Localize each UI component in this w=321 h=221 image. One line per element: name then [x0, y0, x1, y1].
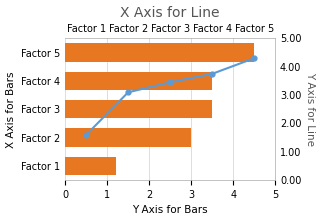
Bar — [65, 157, 116, 175]
Bar — [65, 43, 254, 62]
X-axis label: Y Axis for Bars: Y Axis for Bars — [132, 206, 208, 215]
Bar — [65, 100, 212, 118]
Title: X Axis for Line: X Axis for Line — [120, 6, 220, 19]
Bar — [65, 72, 212, 90]
Y-axis label: X Axis for Bars: X Axis for Bars — [5, 71, 15, 147]
Bar — [65, 128, 191, 147]
Y-axis label: Y Axis for Line: Y Axis for Line — [306, 72, 316, 146]
